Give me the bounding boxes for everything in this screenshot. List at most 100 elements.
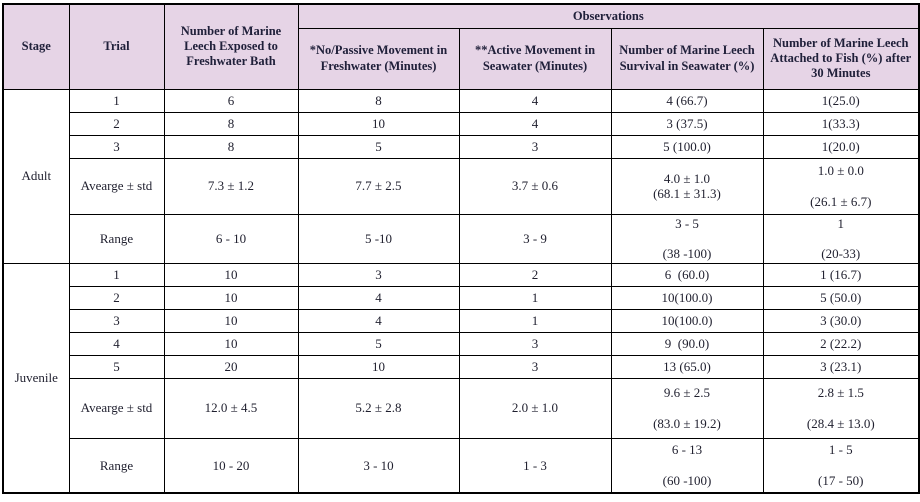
active-cell: 3 - 9 bbox=[458, 213, 612, 264]
exposed-cell: 8 bbox=[163, 134, 299, 159]
juvenile-trial-row-1: Juvenile 1 10 3 2 6 (60.0) 1 (16.7) bbox=[2, 262, 920, 494]
adult-trial-row-1: Adult 1 6 8 4 4 (66.7) 1(25.0) bbox=[2, 88, 920, 264]
header-active-movement: **Active Movement in Seawater (Minutes) bbox=[458, 27, 612, 90]
header-survival: Number of Marine Leech Survival in Seawa… bbox=[610, 27, 764, 90]
trial-cell: 3 bbox=[68, 134, 165, 159]
attached-cell: 1 (16.7) bbox=[762, 262, 920, 287]
active-cell: 3 bbox=[458, 331, 612, 356]
juvenile-trial-row-5: 5 20 10 3 13 (65.0) 3 (23.1) bbox=[3, 354, 920, 379]
table-header: Stage Trial Number of Marine Leech Expos… bbox=[2, 3, 920, 90]
header-attached: Number of Marine Leech Attached to Fish … bbox=[762, 27, 920, 90]
survival-cell: 3 (37.5) bbox=[610, 111, 764, 136]
survival-cell: 4.0 ± 1.0 (68.1 ± 31.3) bbox=[610, 157, 764, 215]
survival-cell: 5 (100.0) bbox=[610, 134, 764, 159]
active-cell: 2 bbox=[458, 262, 612, 287]
passive-cell: 3 - 10 bbox=[297, 437, 460, 494]
adult-average-row: Avearge ± std 7.3 ± 1.2 7.7 ± 2.5 3.7 ± … bbox=[3, 157, 920, 215]
header-observations: Observations bbox=[297, 3, 920, 29]
attached-cell: 1(33.3) bbox=[762, 111, 920, 136]
active-cell: 2.0 ± 1.0 bbox=[458, 377, 612, 439]
survival-cell: 4 (66.7) bbox=[610, 88, 764, 113]
attached-cell: 3 (23.1) bbox=[762, 354, 920, 379]
attached-cell: 1 (20-33) bbox=[762, 213, 920, 264]
active-cell: 1 - 3 bbox=[458, 437, 612, 494]
trial-cell: 4 bbox=[68, 331, 165, 356]
adult-trial-row-3: 3 8 5 3 5 (100.0) 1(20.0) bbox=[3, 134, 920, 159]
active-cell: 1 bbox=[458, 308, 612, 333]
active-cell: 4 bbox=[458, 88, 612, 113]
attached-cell: 3 (30.0) bbox=[762, 308, 920, 333]
passive-cell: 10 bbox=[297, 111, 460, 136]
active-cell: 3 bbox=[458, 354, 612, 379]
juvenile-average-row: Avearge ± std 12.0 ± 4.5 5.2 ± 2.8 2.0 ±… bbox=[3, 377, 920, 439]
table-body: Adult 1 6 8 4 4 (66.7) 1(25.0) 2 8 10 4 … bbox=[2, 88, 920, 494]
active-cell: 1 bbox=[458, 285, 612, 310]
exposed-cell: 8 bbox=[163, 111, 299, 136]
juvenile-trial-row-2: 2 10 4 1 10(100.0) 5 (50.0) bbox=[3, 285, 920, 310]
header-stage: Stage bbox=[2, 3, 70, 90]
passive-cell: 5.2 ± 2.8 bbox=[297, 377, 460, 439]
passive-cell: 10 bbox=[297, 354, 460, 379]
average-label-cell: Avearge ± std bbox=[68, 377, 165, 439]
attached-cell: 2 (22.2) bbox=[762, 331, 920, 356]
trial-cell: 2 bbox=[68, 285, 165, 310]
stage-cell-juvenile: Juvenile bbox=[2, 262, 70, 494]
passive-cell: 4 bbox=[297, 285, 460, 310]
attached-cell: 1 - 5 (17 - 50) bbox=[762, 437, 920, 494]
survival-cell: 6 (60.0) bbox=[610, 262, 764, 287]
trial-cell: 1 bbox=[68, 88, 165, 113]
passive-cell: 5 bbox=[297, 134, 460, 159]
survival-cell: 6 - 13 (60 -100) bbox=[610, 437, 764, 494]
passive-cell: 7.7 ± 2.5 bbox=[297, 157, 460, 215]
survival-cell: 9 (90.0) bbox=[610, 331, 764, 356]
passive-cell: 5 bbox=[297, 331, 460, 356]
exposed-cell: 6 bbox=[163, 88, 299, 113]
exposed-cell: 10 bbox=[163, 331, 299, 356]
adult-range-row: Range 6 - 10 5 -10 3 - 9 3 - 5 (38 -100)… bbox=[3, 213, 920, 264]
header-passive-movement: *No/Passive Movement in Freshwater (Minu… bbox=[297, 27, 460, 90]
juvenile-trial-row-3: 3 10 4 1 10(100.0) 3 (30.0) bbox=[3, 308, 920, 333]
active-cell: 4 bbox=[458, 111, 612, 136]
survival-cell: 9.6 ± 2.5 (83.0 ± 19.2) bbox=[610, 377, 764, 439]
header-row-subcolumns: *No/Passive Movement in Freshwater (Minu… bbox=[3, 27, 920, 90]
survival-cell: 10(100.0) bbox=[610, 285, 764, 310]
header-trial: Trial bbox=[68, 3, 165, 90]
passive-cell: 3 bbox=[297, 262, 460, 287]
range-label-cell: Range bbox=[68, 213, 165, 264]
range-label-cell: Range bbox=[68, 437, 165, 494]
exposed-cell: 6 - 10 bbox=[163, 213, 299, 264]
active-cell: 3 bbox=[458, 134, 612, 159]
exposed-cell: 12.0 ± 4.5 bbox=[163, 377, 299, 439]
header-row-observations: Stage Trial Number of Marine Leech Expos… bbox=[2, 3, 920, 90]
stage-cell-adult: Adult bbox=[2, 88, 70, 264]
adult-trial-row-2: 2 8 10 4 3 (37.5) 1(33.3) bbox=[3, 111, 920, 136]
leech-observations-table: Stage Trial Number of Marine Leech Expos… bbox=[2, 3, 920, 494]
exposed-cell: 7.3 ± 1.2 bbox=[163, 157, 299, 215]
average-label-cell: Avearge ± std bbox=[68, 157, 165, 215]
trial-cell: 2 bbox=[68, 111, 165, 136]
trial-cell: 5 bbox=[68, 354, 165, 379]
survival-cell: 10(100.0) bbox=[610, 308, 764, 333]
passive-cell: 4 bbox=[297, 308, 460, 333]
attached-cell: 1(20.0) bbox=[762, 134, 920, 159]
attached-cell: 5 (50.0) bbox=[762, 285, 920, 310]
passive-cell: 5 -10 bbox=[297, 213, 460, 264]
juvenile-trial-row-4: 4 10 5 3 9 (90.0) 2 (22.2) bbox=[3, 331, 920, 356]
exposed-cell: 10 bbox=[163, 308, 299, 333]
trial-cell: 3 bbox=[68, 308, 165, 333]
header-exposed: Number of Marine Leech Exposed to Freshw… bbox=[163, 3, 299, 90]
juvenile-range-row: Range 10 - 20 3 - 10 1 - 3 6 - 13 (60 -1… bbox=[3, 437, 920, 494]
exposed-cell: 10 bbox=[163, 285, 299, 310]
exposed-cell: 10 - 20 bbox=[163, 437, 299, 494]
active-cell: 3.7 ± 0.6 bbox=[458, 157, 612, 215]
survival-cell: 13 (65.0) bbox=[610, 354, 764, 379]
attached-cell: 2.8 ± 1.5 (28.4 ± 13.0) bbox=[762, 377, 920, 439]
attached-cell: 1.0 ± 0.0 (26.1 ± 6.7) bbox=[762, 157, 920, 215]
survival-cell: 3 - 5 (38 -100) bbox=[610, 213, 764, 264]
exposed-cell: 20 bbox=[163, 354, 299, 379]
trial-cell: 1 bbox=[68, 262, 165, 287]
exposed-cell: 10 bbox=[163, 262, 299, 287]
passive-cell: 8 bbox=[297, 88, 460, 113]
attached-cell: 1(25.0) bbox=[762, 88, 920, 113]
